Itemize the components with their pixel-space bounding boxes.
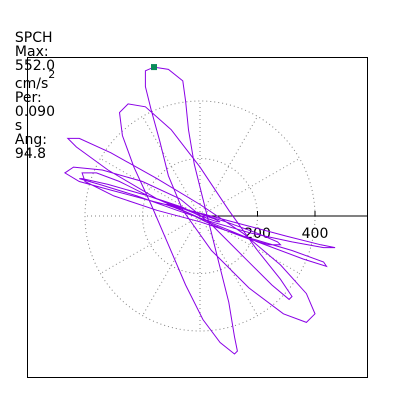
- grid-spoke: [199, 158, 300, 217]
- max-unit: cm/s: [14, 75, 49, 92]
- grid-spoke: [100, 215, 201, 274]
- orbit-trace: [63, 66, 336, 355]
- plot-frame: [27, 57, 368, 378]
- chart-header: SPCH Max: 552.0 cm/s2 Per: 0.090 s Ang: …: [6, 17, 69, 161]
- station-code: SPCH: [14, 30, 53, 46]
- per-label: Per:: [14, 89, 42, 106]
- max-value: 552.0: [14, 58, 55, 74]
- grid-spoke: [100, 158, 201, 217]
- axes: [200, 211, 367, 217]
- end-marker: [151, 64, 157, 71]
- ang-value: 94.8: [14, 145, 47, 162]
- ang-label: Ang:: [14, 131, 47, 148]
- max-label: Max:: [14, 44, 49, 60]
- tick-label: 400: [302, 226, 329, 242]
- per-value: 0.090: [14, 103, 55, 120]
- per-unit: s: [14, 117, 23, 134]
- max-unit-exponent: 2: [48, 68, 56, 81]
